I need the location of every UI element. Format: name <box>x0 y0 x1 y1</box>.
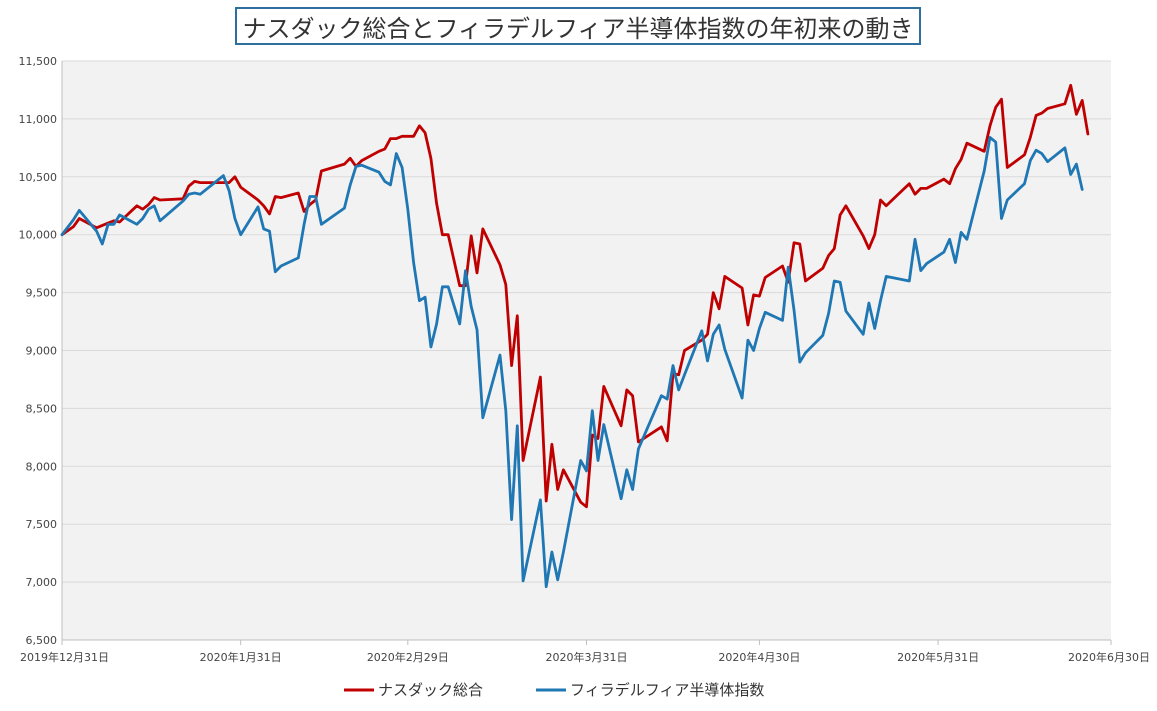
y-tick-label: 7,500 <box>26 518 58 531</box>
y-tick-label: 11,500 <box>19 55 58 68</box>
y-tick-label: 8,500 <box>26 402 58 415</box>
x-tick-label: 2020年4月30日 <box>718 650 800 664</box>
y-tick-label: 10,500 <box>19 171 58 184</box>
y-tick-label: 7,000 <box>26 576 58 589</box>
legend-label-2: フィラデルフィア半導体指数 <box>570 681 764 699</box>
x-tick-label: 2020年2月29日 <box>367 650 449 664</box>
series-line-1 <box>60 83 1090 509</box>
y-tick-label: 9,000 <box>26 345 58 358</box>
legend-label-1: ナスダック総合 <box>378 681 483 699</box>
x-tick-label: 2020年6月30日 <box>1068 650 1150 664</box>
y-tick-label: 6,500 <box>26 634 58 647</box>
chart-title-box: ナスダック総合とフィラデルフィア半導体指数の年初来の動き <box>235 7 921 45</box>
x-tick-label: 2019年12月31日 <box>20 650 109 664</box>
series-line-2 <box>60 135 1084 589</box>
y-tick-label: 9,500 <box>26 287 58 300</box>
y-tick-label: 10,000 <box>19 229 58 242</box>
y-tick-label: 8,000 <box>26 460 58 473</box>
y-tick-label: 11,000 <box>19 113 58 126</box>
x-tick-label: 2020年5月31日 <box>897 650 979 664</box>
x-tick-label: 2020年1月31日 <box>200 650 282 664</box>
chart-title: ナスダック総合とフィラデルフィア半導体指数の年初来の動き <box>242 14 914 43</box>
x-tick-label: 2020年3月31日 <box>546 650 628 664</box>
